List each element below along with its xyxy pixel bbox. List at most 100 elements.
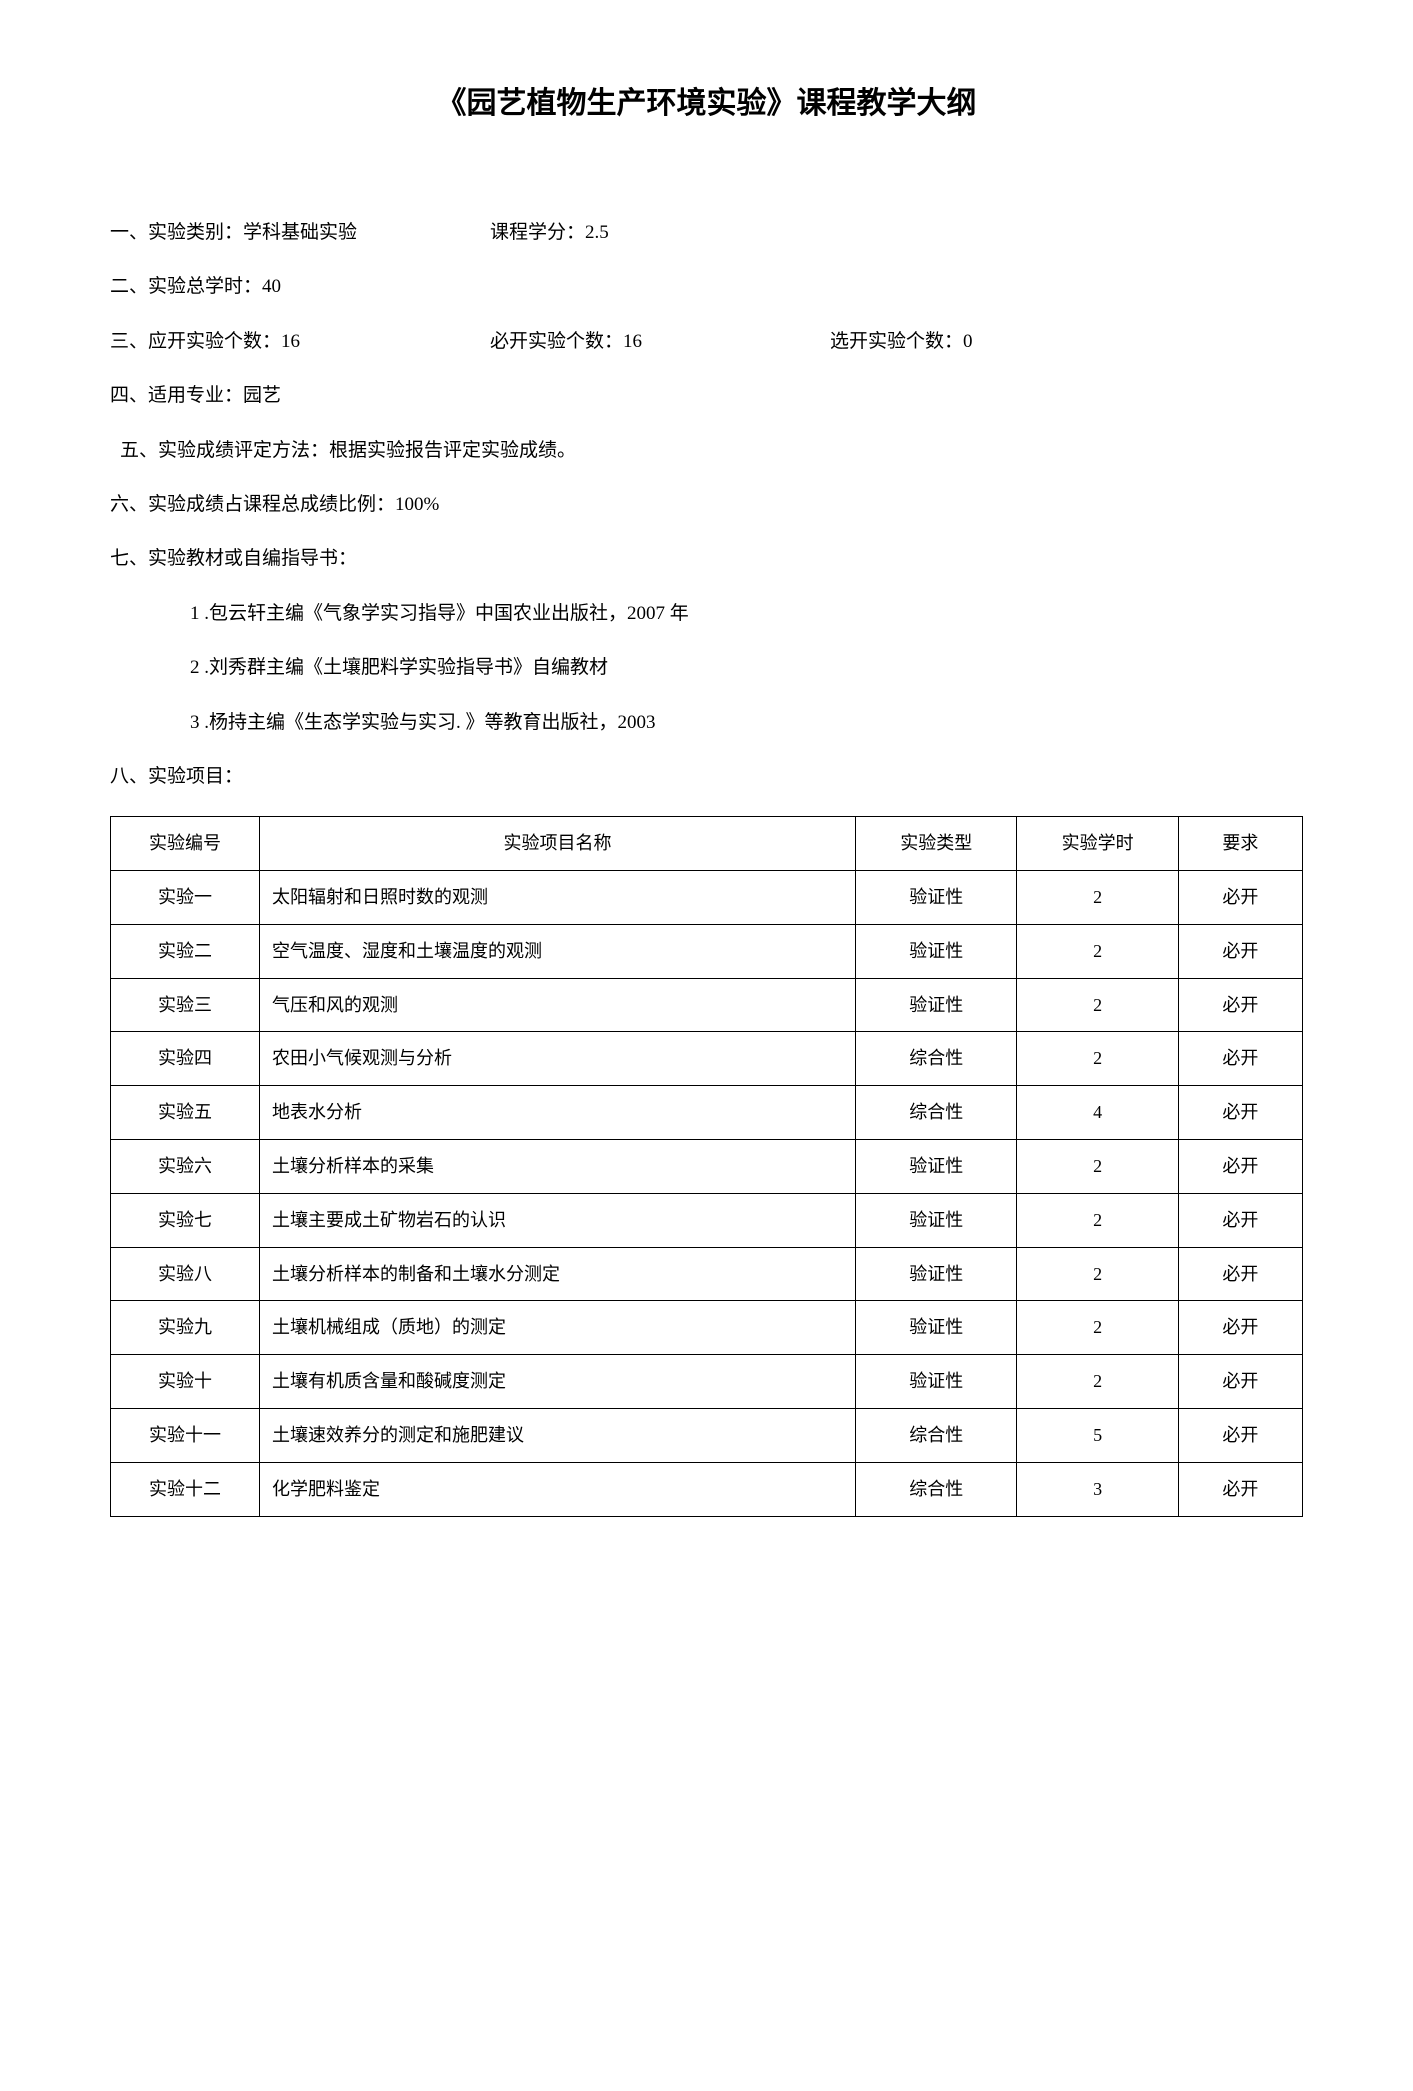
cell-id: 实验一 [111,871,260,925]
cell-name: 地表水分析 [259,1086,855,1140]
value: 100% [395,494,439,515]
cell-name: 土壤分析样本的制备和土壤水分测定 [259,1247,855,1301]
header-hours: 实验学时 [1017,817,1178,871]
table-row: 实验五地表水分析综合性4必开 [111,1086,1303,1140]
label: 选开实验个数： [830,331,963,352]
textbook-item: 2 .刘秀群主编《土壤肥料学实验指导书》自编教材 [190,653,1303,683]
cell-hours: 2 [1017,978,1178,1032]
cell-id: 实验十二 [111,1462,260,1516]
section-7: 七、实验教材或自编指导书： [110,544,1303,574]
cell-req: 必开 [1178,1193,1302,1247]
cell-req: 必开 [1178,978,1302,1032]
table-header-row: 实验编号 实验项目名称 实验类型 实验学时 要求 [111,817,1303,871]
cell-hours: 2 [1017,1301,1178,1355]
cell-hours: 2 [1017,871,1178,925]
section-2: 二、实验总学时：40 [110,272,1303,302]
label: 课程学分： [490,222,585,243]
cell-type: 验证性 [856,1301,1017,1355]
cell-id: 实验三 [111,978,260,1032]
table-row: 实验十土壤有机质含量和酸碱度测定验证性2必开 [111,1355,1303,1409]
cell-type: 综合性 [856,1409,1017,1463]
section-6: 六、实验成绩占课程总成绩比例：100% [110,490,1303,520]
cell-id: 实验五 [111,1086,260,1140]
textbook-item: 1 .包云轩主编《气象学实习指导》中国农业出版社，2007 年 [190,599,1303,629]
cell-name: 气压和风的观测 [259,978,855,1032]
cell-type: 验证性 [856,871,1017,925]
cell-type: 综合性 [856,1086,1017,1140]
cell-name: 农田小气候观测与分析 [259,1032,855,1086]
cell-name: 化学肥料鉴定 [259,1462,855,1516]
cell-type: 验证性 [856,1140,1017,1194]
section-1: 一、实验类别：学科基础实验 课程学分：2.5 [110,218,1303,248]
cell-hours: 2 [1017,1355,1178,1409]
cell-hours: 3 [1017,1462,1178,1516]
label: 七、实验教材或自编指导书： [110,548,357,569]
cell-req: 必开 [1178,1032,1302,1086]
value: 根据实验报告评定实验成绩。 [329,440,576,461]
cell-name: 空气温度、湿度和土壤温度的观测 [259,924,855,978]
header-req: 要求 [1178,817,1302,871]
label: 四、适用专业： [110,385,243,406]
page-title: 《园艺植物生产环境实验》课程教学大纲 [110,80,1303,128]
label: 三、应开实验个数： [110,331,281,352]
cell-id: 实验二 [111,924,260,978]
cell-hours: 2 [1017,1247,1178,1301]
cell-id: 实验八 [111,1247,260,1301]
cell-req: 必开 [1178,871,1302,925]
cell-hours: 2 [1017,924,1178,978]
cell-type: 验证性 [856,1193,1017,1247]
experiment-table: 实验编号 实验项目名称 实验类型 实验学时 要求 实验一太阳辐射和日照时数的观测… [110,816,1303,1516]
cell-req: 必开 [1178,924,1302,978]
label: 必开实验个数： [490,331,623,352]
cell-hours: 4 [1017,1086,1178,1140]
cell-type: 综合性 [856,1462,1017,1516]
cell-type: 验证性 [856,924,1017,978]
section-8: 八、实验项目： [110,762,1303,792]
cell-hours: 2 [1017,1193,1178,1247]
section-3-total: 三、应开实验个数：16 [110,327,490,357]
cell-type: 验证性 [856,1247,1017,1301]
table-row: 实验一太阳辐射和日照时数的观测验证性2必开 [111,871,1303,925]
cell-id: 实验十 [111,1355,260,1409]
cell-name: 土壤有机质含量和酸碱度测定 [259,1355,855,1409]
cell-req: 必开 [1178,1086,1302,1140]
table-row: 实验十二化学肥料鉴定综合性3必开 [111,1462,1303,1516]
textbook-item: 3 .杨持主编《生态学实验与实习. 》等教育出版社，2003 [190,708,1303,738]
table-row: 实验十一土壤速效养分的测定和施肥建议综合性5必开 [111,1409,1303,1463]
cell-type: 验证性 [856,978,1017,1032]
cell-id: 实验十一 [111,1409,260,1463]
table-row: 实验七土壤主要成土矿物岩石的认识验证性2必开 [111,1193,1303,1247]
label: 二、实验总学时： [110,276,262,297]
cell-hours: 2 [1017,1140,1178,1194]
cell-req: 必开 [1178,1462,1302,1516]
header-name: 实验项目名称 [259,817,855,871]
cell-req: 必开 [1178,1409,1302,1463]
section-1-category: 一、实验类别：学科基础实验 [110,218,490,248]
label: 六、实验成绩占课程总成绩比例： [110,494,395,515]
table-row: 实验八土壤分析样本的制备和土壤水分测定验证性2必开 [111,1247,1303,1301]
header-type: 实验类型 [856,817,1017,871]
cell-id: 实验九 [111,1301,260,1355]
label: 五、实验成绩评定方法： [120,440,329,461]
cell-id: 实验六 [111,1140,260,1194]
value: 0 [963,331,973,352]
cell-name: 土壤机械组成（质地）的测定 [259,1301,855,1355]
cell-name: 土壤主要成土矿物岩石的认识 [259,1193,855,1247]
cell-type: 综合性 [856,1032,1017,1086]
table-row: 实验二空气温度、湿度和土壤温度的观测验证性2必开 [111,924,1303,978]
section-4: 四、适用专业：园艺 [110,381,1303,411]
table-row: 实验四农田小气候观测与分析综合性2必开 [111,1032,1303,1086]
cell-id: 实验四 [111,1032,260,1086]
header-id: 实验编号 [111,817,260,871]
section-3: 三、应开实验个数：16 必开实验个数： 16 选开实验个数：0 [110,327,1303,357]
value: 学科基础实验 [243,222,357,243]
label: 一、实验类别： [110,222,243,243]
section-1-credit: 课程学分：2.5 [490,218,609,248]
cell-id: 实验七 [111,1193,260,1247]
textbook-list: 1 .包云轩主编《气象学实习指导》中国农业出版社，2007 年 2 .刘秀群主编… [110,599,1303,738]
value: 40 [262,276,281,297]
cell-req: 必开 [1178,1355,1302,1409]
section-5: 五、实验成绩评定方法：根据实验报告评定实验成绩。 [110,436,1303,466]
table-row: 实验九土壤机械组成（质地）的测定验证性2必开 [111,1301,1303,1355]
value: 16 [281,331,300,352]
